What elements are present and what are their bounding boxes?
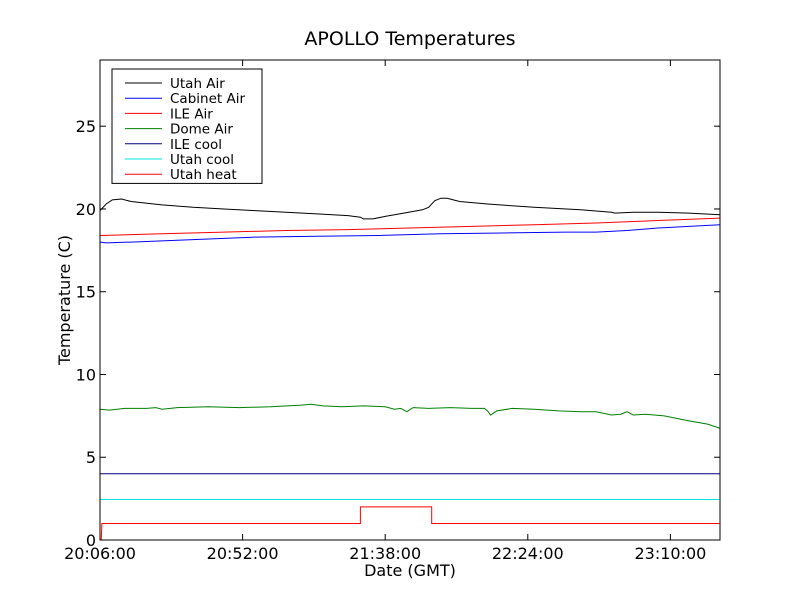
y-tick-label: 25 bbox=[76, 117, 96, 136]
plot-frame bbox=[99, 59, 721, 541]
x-tick-label: 20:06:00 bbox=[64, 544, 136, 563]
y-axis-label: Temperature (C) bbox=[55, 235, 74, 366]
legend-label-utah-cool: Utah cool bbox=[170, 152, 234, 168]
x-tick-label: 20:52:00 bbox=[207, 544, 279, 563]
legend-box bbox=[111, 68, 263, 184]
x-tick-label: 23:10:00 bbox=[634, 544, 706, 563]
legend-label-utah-heat: Utah heat bbox=[170, 167, 237, 183]
y-tick-label: 20 bbox=[76, 200, 96, 219]
x-tick-label: 22:24:00 bbox=[492, 544, 564, 563]
y-tick-label: 5 bbox=[86, 448, 96, 467]
y-tick-label: 0 bbox=[86, 531, 96, 550]
series-line-ile-air bbox=[99, 217, 721, 236]
plot-area: 20:06:00 20:52:00 21:38:00 22:24:00 23:10:00… bbox=[64, 59, 721, 563]
series-line-utah-air bbox=[99, 197, 721, 220]
x-axis-label: Date (GMT) bbox=[364, 561, 456, 580]
series-line-utah-heat bbox=[100, 506, 720, 541]
chart-title: APOLLO Temperatures bbox=[304, 28, 515, 50]
legend-label-cabinet-air: Cabinet Air bbox=[170, 91, 245, 107]
legend-label-ile-air: ILE Air bbox=[170, 106, 213, 122]
legend-label-ile-cool: ILE cool bbox=[170, 137, 222, 153]
legend-label-dome-air: Dome Air bbox=[170, 122, 233, 138]
series-line-dome-air bbox=[99, 403, 721, 429]
legend-label-utah-air: Utah Air bbox=[170, 76, 225, 92]
series-line-cabinet-air bbox=[99, 224, 721, 244]
y-tick-label: 15 bbox=[76, 283, 96, 302]
y-tick-label: 10 bbox=[76, 365, 96, 384]
x-tick-label: 21:38:00 bbox=[349, 544, 421, 563]
